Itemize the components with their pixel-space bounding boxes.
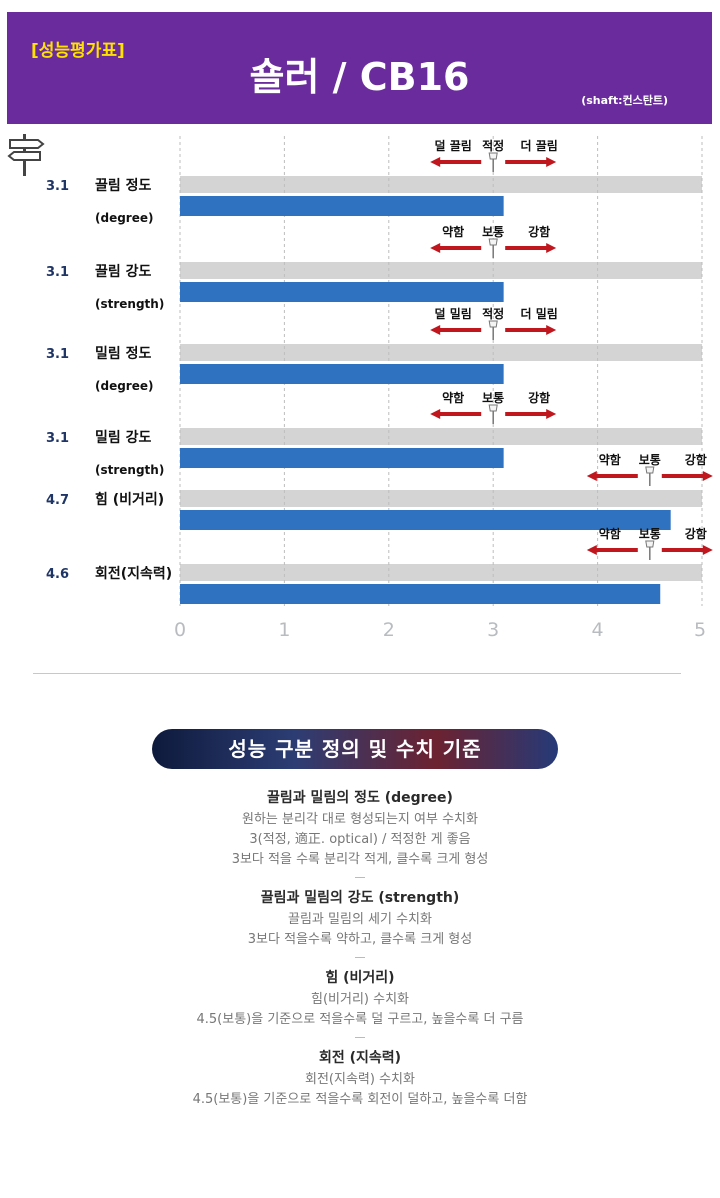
- definition-separator: [355, 957, 365, 958]
- data-bar: [180, 196, 504, 216]
- x-tick-label: 4: [592, 619, 604, 641]
- guide-right-label: 강함: [685, 452, 707, 467]
- pushpin-icon: [488, 320, 498, 328]
- definition-banner: 성능 구분 정의 및 수치 기준: [152, 729, 558, 769]
- definition-title: 회전 (지속력): [318, 1050, 402, 1066]
- definition-power: 힘 (비거리) 힘(비거리) 수치화 4.5(보통)을 기준으로 적을수록 덜 …: [0, 966, 720, 1030]
- row-sublabel: (degree): [95, 211, 153, 225]
- signpost-icon: [7, 134, 45, 176]
- guide-left-label: 약함: [599, 526, 621, 541]
- x-tick-label: 0: [174, 619, 186, 641]
- score-value: 3.1: [46, 265, 69, 280]
- header-badge: [성능평가표]: [31, 41, 125, 61]
- guide-mid-label: 적정: [482, 138, 504, 153]
- definition-separator: [355, 1037, 365, 1038]
- track-background: [180, 262, 702, 279]
- performance-chart: 0 1 2 3 4 53.1 끌림 정도(degree)덜 끌림 적정 더 끌림3.1 끌림 강도…: [46, 136, 713, 641]
- arrow-right-head-icon: [546, 157, 557, 167]
- guide-mid-label: 보통: [482, 390, 504, 405]
- track-background: [180, 176, 702, 193]
- track-background: [180, 564, 702, 581]
- x-tick-label: 5: [694, 619, 706, 641]
- row-label: 끌림 정도: [95, 177, 152, 194]
- definition-spin: 회전 (지속력) 회전(지속력) 수치화 4.5(보통)을 기준으로 적을수록 …: [0, 1046, 720, 1110]
- arrow-right-head-icon: [546, 243, 557, 253]
- guide-mid-label: 보통: [639, 526, 661, 541]
- arrow-right-head-icon: [702, 471, 713, 481]
- data-bar: [180, 510, 671, 530]
- guide-right-label: 강함: [528, 390, 550, 405]
- definition-line: 3보다 적을 수록 분리각 적게, 클수록 크게 형성: [231, 852, 489, 867]
- definition-line: 회전(지속력) 수치화: [305, 1072, 415, 1087]
- data-bar: [180, 584, 661, 604]
- section-divider: [33, 673, 681, 674]
- guide-right-label: 더 밀림: [521, 306, 558, 321]
- row-label: 힘 (비거리): [95, 491, 164, 508]
- guide-left-label: 덜 밀림: [435, 307, 472, 321]
- data-bar: [180, 448, 504, 468]
- row-label: 밀림 강도: [95, 429, 152, 446]
- arrow-right-head-icon: [702, 545, 713, 555]
- definition-degree: 끌림과 밀림의 정도 (degree) 원하는 분리각 대로 형성되는지 여부 …: [0, 786, 720, 870]
- guide-right-label: 더 끌림: [521, 138, 558, 153]
- guide-left-label: 약함: [442, 224, 464, 239]
- definition-title: 끌림과 밀림의 정도 (degree): [267, 790, 453, 806]
- score-value: 3.1: [46, 347, 69, 362]
- shaft-label: (shaft:컨스탄트): [581, 94, 668, 107]
- arrow-left-head-icon: [430, 243, 441, 253]
- score-value: 4.6: [46, 567, 69, 582]
- x-tick-label: 1: [278, 619, 290, 641]
- score-value: 3.1: [46, 179, 69, 194]
- header-banner: [성능평가표] 숄러 / CB16 (shaft:컨스탄트): [7, 12, 712, 124]
- track-background: [180, 428, 702, 445]
- definition-line: 원하는 분리각 대로 형성되는지 여부 수치화: [242, 812, 478, 827]
- row-sublabel: (strength): [95, 297, 164, 311]
- row-sublabel: (strength): [95, 463, 164, 477]
- arrow-left-head-icon: [586, 471, 597, 481]
- definition-line: 3보다 적을수록 약하고, 클수록 크게 형성: [247, 932, 473, 947]
- pushpin-icon: [488, 152, 498, 160]
- track-background: [180, 490, 702, 507]
- pushpin-icon: [488, 238, 498, 246]
- row-label: 끌림 강도: [95, 263, 152, 280]
- definition-line: 끌림과 밀림의 세기 수치화: [288, 912, 432, 927]
- guide-left-label: 약함: [442, 390, 464, 405]
- arrow-left-head-icon: [430, 409, 441, 419]
- x-tick-label: 3: [487, 619, 499, 641]
- guide-mid-label: 적정: [482, 306, 504, 321]
- score-value: 4.7: [46, 493, 69, 508]
- definition-line: 3(적정, 適正. optical) / 적정한 게 좋음: [249, 832, 471, 847]
- row-sublabel: (degree): [95, 379, 153, 393]
- guide-mid-label: 보통: [639, 452, 661, 467]
- arrow-right-head-icon: [546, 325, 557, 335]
- pushpin-icon: [645, 540, 655, 548]
- row-label: 회전(지속력): [95, 565, 172, 582]
- definition-separator: [355, 877, 365, 878]
- pushpin-icon: [488, 404, 498, 412]
- guide-left-label: 덜 끌림: [435, 139, 472, 153]
- arrow-left-head-icon: [430, 325, 441, 335]
- definition-line: 4.5(보통)을 기준으로 적을수록 덜 구르고, 높을수록 더 구름: [196, 1012, 524, 1027]
- guide-right-label: 강함: [685, 526, 707, 541]
- data-bar: [180, 282, 504, 302]
- track-background: [180, 344, 702, 361]
- guide-right-label: 강함: [528, 224, 550, 239]
- x-tick-label: 2: [383, 619, 395, 641]
- definition-title: 끌림과 밀림의 강도 (strength): [260, 890, 460, 906]
- guide-left-label: 약함: [599, 452, 621, 467]
- definition-list: 끌림과 밀림의 정도 (degree) 원하는 분리각 대로 형성되는지 여부 …: [0, 786, 720, 1110]
- definition-line: 4.5(보통)을 기준으로 적을수록 회전이 덜하고, 높을수록 더함: [192, 1092, 528, 1107]
- definition-line: 힘(비거리) 수치화: [311, 992, 409, 1007]
- guide-mid-label: 보통: [482, 224, 504, 239]
- arrow-left-head-icon: [430, 157, 441, 167]
- data-bar: [180, 364, 504, 384]
- arrow-left-head-icon: [586, 545, 597, 555]
- score-value: 3.1: [46, 431, 69, 446]
- definition-strength: 끌림과 밀림의 강도 (strength) 끌림과 밀림의 세기 수치화 3보다…: [0, 886, 720, 950]
- page-title: 숄러 / CB16: [249, 55, 470, 99]
- definition-title: 힘 (비거리): [325, 970, 395, 986]
- arrow-right-head-icon: [546, 409, 557, 419]
- row-label: 밀림 정도: [95, 345, 152, 362]
- pushpin-icon: [645, 466, 655, 474]
